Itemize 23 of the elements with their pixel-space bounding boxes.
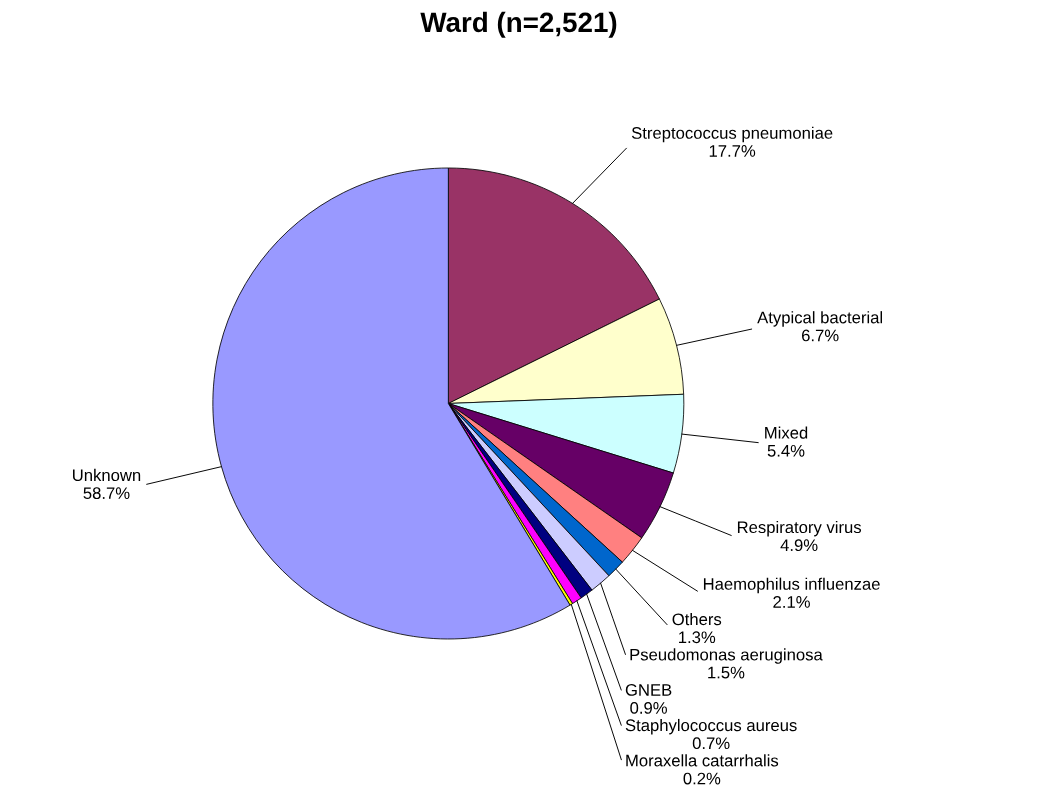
- slice-label: Pseudomonas aeruginosa: [630, 648, 823, 664]
- slice-label: Others: [672, 612, 722, 626]
- data-label: 1.3%: [679, 631, 716, 644]
- data-label: 58.7%: [83, 487, 130, 500]
- data-label: 0.7%: [692, 737, 730, 750]
- data-label: 0.9%: [630, 701, 667, 714]
- data-label: 5.4%: [767, 444, 805, 457]
- slice-label: Haemophilus influenzae: [703, 577, 880, 594]
- slice-label: GNEB: [625, 684, 672, 696]
- chart-title: Ward (n=2,521): [420, 11, 617, 38]
- slice-label: Staphylococcus aureus: [625, 718, 797, 735]
- data-label: 2.1%: [773, 596, 810, 608]
- data-label: 1.5%: [708, 666, 745, 679]
- slice-label: Mixed: [765, 426, 808, 439]
- slice-label: Atypical bacterial: [757, 311, 883, 327]
- slice-label: Moraxella catarrhalis: [626, 754, 779, 767]
- data-label: 6.7%: [802, 329, 839, 342]
- data-label: 4.9%: [780, 539, 818, 552]
- slice-label: Respiratory virus: [737, 520, 862, 537]
- data-label: 0.2%: [683, 772, 721, 785]
- slice-label: Unknown: [73, 468, 141, 482]
- data-label: 17.7%: [709, 145, 756, 157]
- slice-label: Streptococcus pneumoniae: [631, 126, 833, 143]
